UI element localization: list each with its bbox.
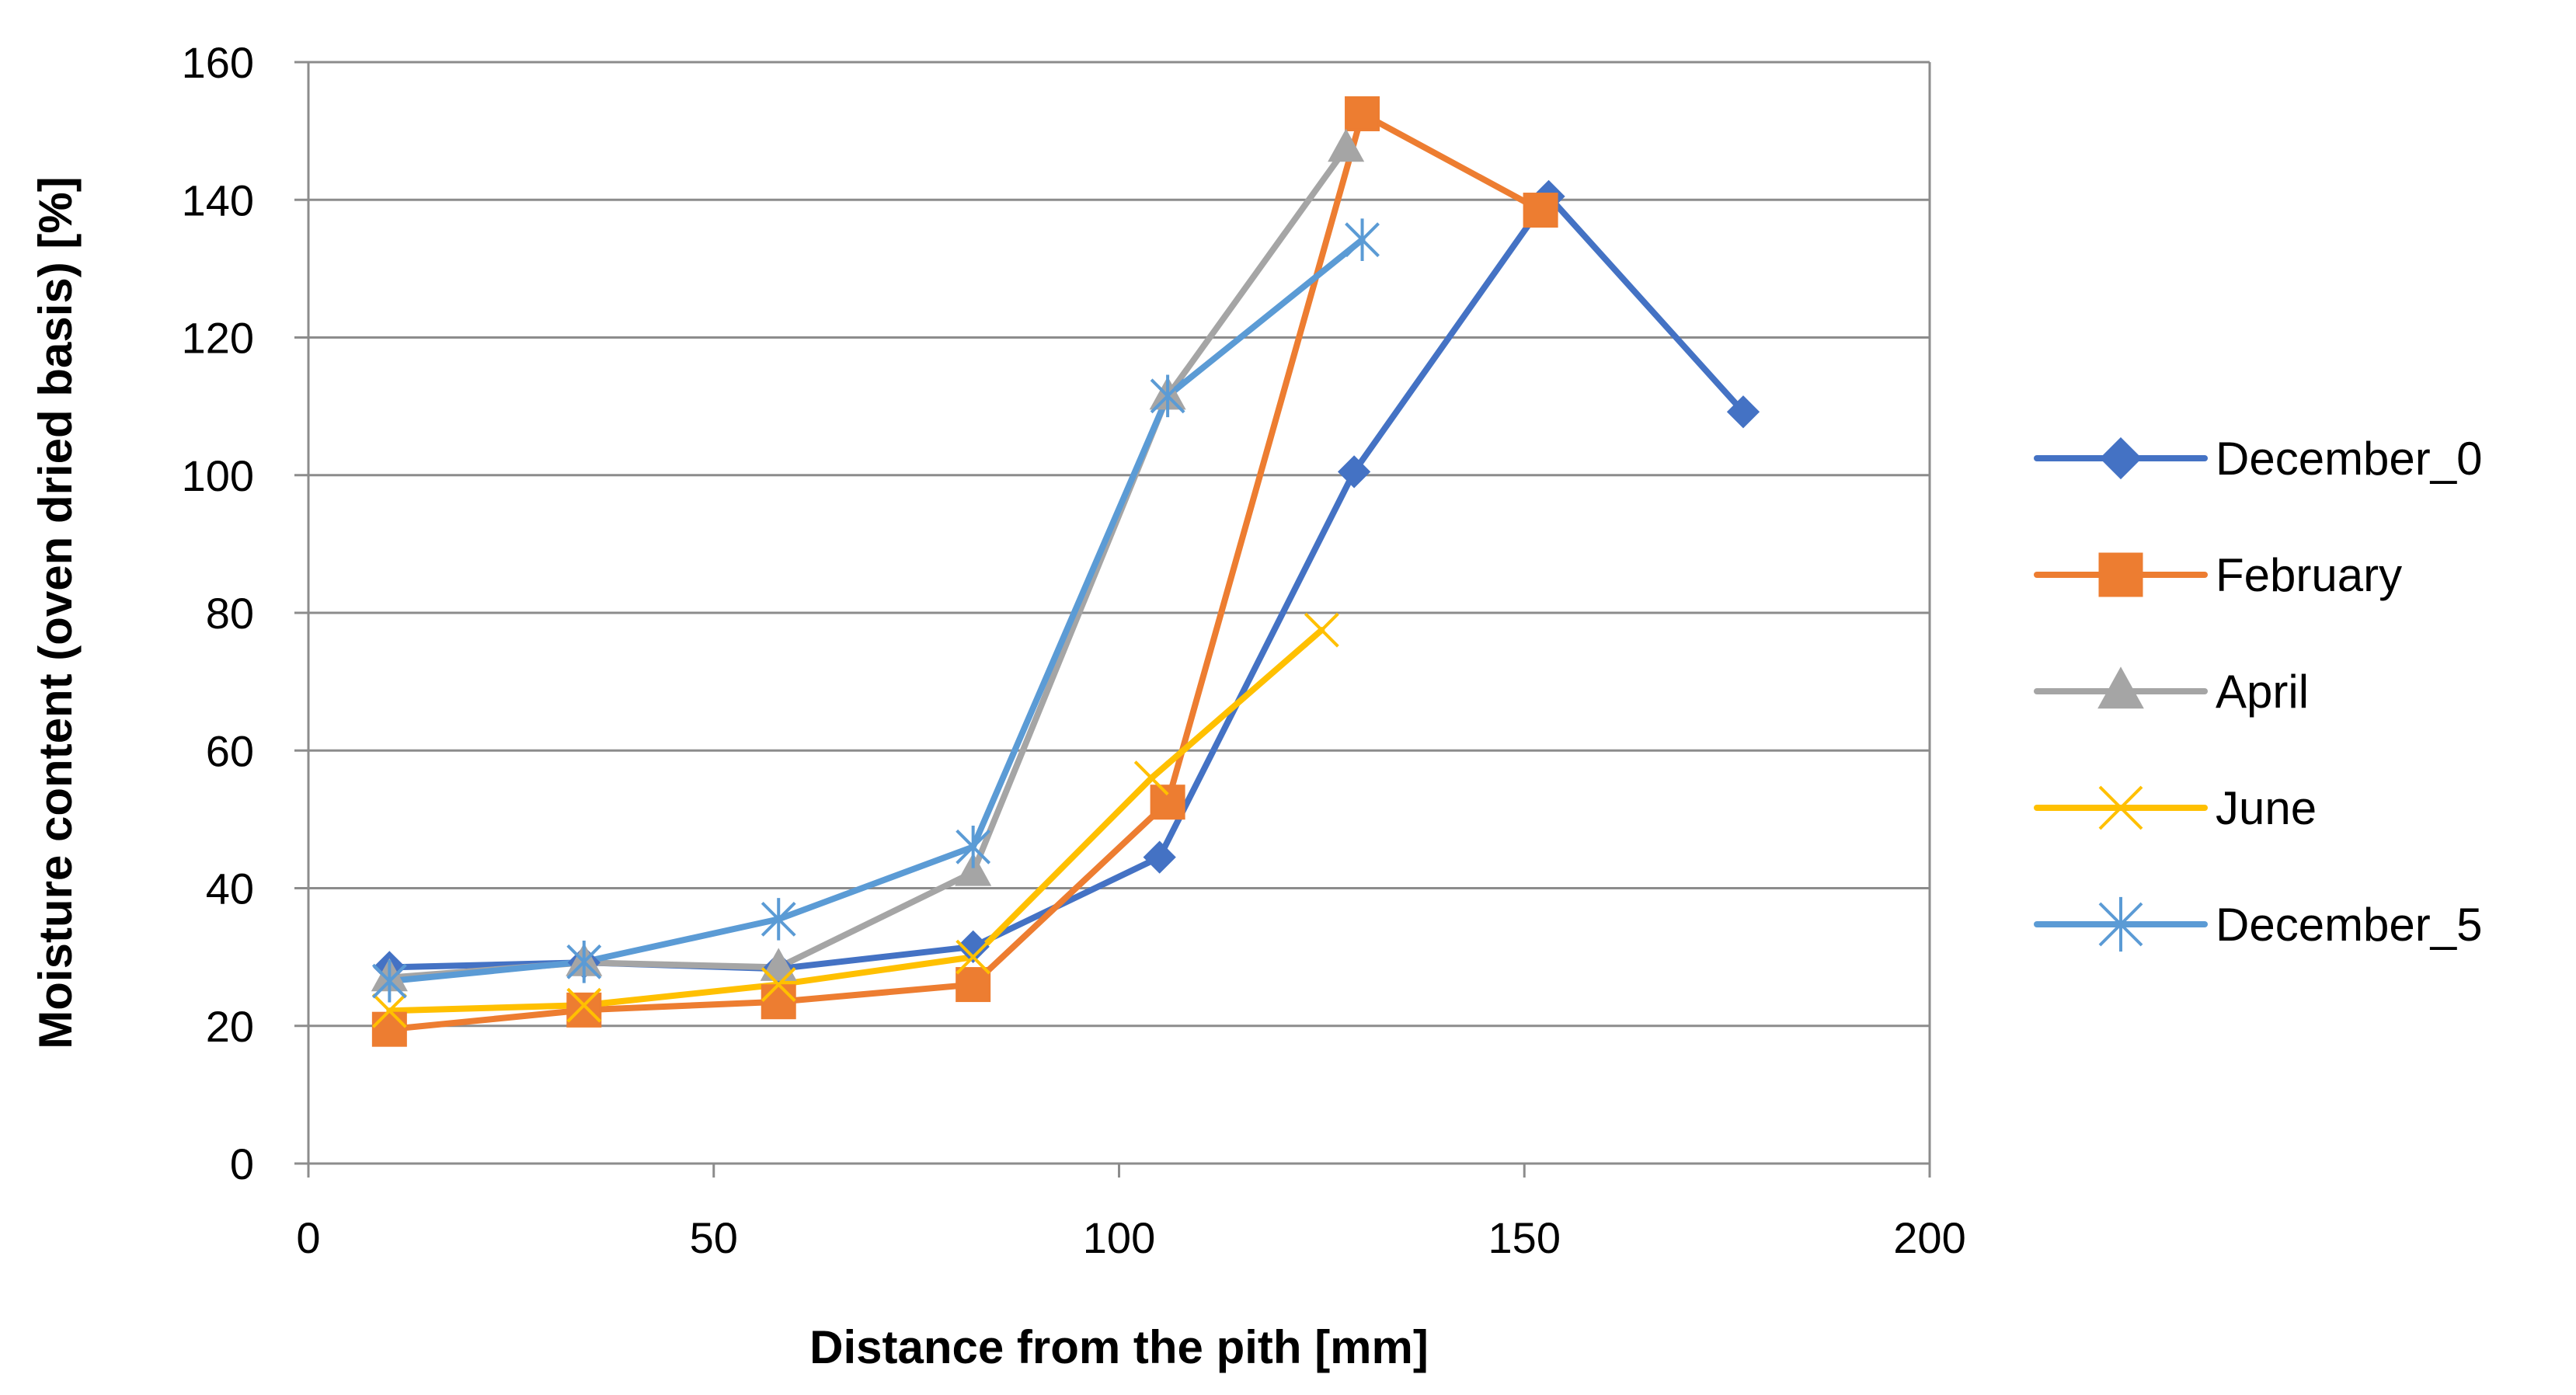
point-december-0-marker [1726, 395, 1760, 429]
legend-april-marker [2097, 666, 2144, 709]
point-february-marker [371, 1011, 407, 1047]
x-tick-label: 150 [1488, 1213, 1561, 1262]
point-december-5-marker [956, 826, 991, 868]
x-tick-label: 200 [1893, 1213, 1965, 1262]
point-december-5-marker [371, 959, 407, 1003]
point-december-0-marker [1143, 840, 1176, 874]
point-february-marker [956, 967, 991, 1003]
legend-december-0-marker [2099, 437, 2143, 480]
y-tick-label: 0 [230, 1139, 254, 1188]
y-tick-label: 80 [206, 589, 254, 638]
point-april-marker [1328, 128, 1365, 162]
legend-june-marker [2098, 785, 2143, 830]
x-axis-title: Distance from the pith [mm] [809, 1321, 1429, 1373]
y-tick-label: 160 [182, 38, 254, 87]
point-december-5-marker [1150, 374, 1185, 418]
axes [294, 61, 1931, 1178]
y-tick-label: 60 [206, 726, 254, 775]
point-february-marker [1345, 96, 1380, 131]
point-february-marker [1150, 784, 1185, 820]
point-june-marker [1133, 760, 1169, 796]
point-december-0-marker [956, 930, 990, 963]
x-tick-labels: 0 50 100 150 200 [296, 1213, 1965, 1262]
legend-item-february: February [2034, 549, 2402, 601]
point-december-5-marker [566, 941, 602, 983]
y-tick-label: 20 [206, 1002, 254, 1051]
legend-label-february: February [2216, 549, 2402, 601]
point-december-5-marker [761, 898, 796, 941]
point-february-marker [566, 992, 602, 1028]
series-markers [371, 96, 1760, 1047]
point-june-marker [566, 987, 602, 1023]
legend-label-december-5: December_5 [2216, 899, 2483, 951]
point-december-5-marker [1345, 218, 1380, 261]
point-february-marker [1523, 193, 1558, 228]
y-tick-label: 100 [182, 451, 254, 500]
x-tick-label: 50 [690, 1213, 738, 1262]
legend-label-december-0: December_0 [2216, 433, 2483, 485]
point-april-marker [760, 948, 797, 981]
series-line-june [386, 627, 1325, 1014]
gridlines [308, 61, 1931, 1164]
point-june-marker [1304, 612, 1339, 648]
x-tick-label: 0 [296, 1213, 320, 1262]
series-line-december-5 [386, 236, 1366, 985]
point-april-marker [955, 853, 992, 886]
y-tick-labels: 0 20 40 60 80 100 120 140 160 [182, 38, 254, 1188]
legend-february-marker [2098, 552, 2143, 597]
point-june-marker [761, 967, 796, 1002]
y-tick-label: 120 [182, 314, 254, 363]
point-june-marker [956, 939, 991, 975]
x-tick-label: 100 [1083, 1213, 1155, 1262]
legend-item-december-5: December_5 [2034, 896, 2483, 952]
y-axis-title: Moisture content (oven dried basis) [%] [30, 176, 82, 1049]
point-february-marker [761, 984, 796, 1020]
point-december-0-marker [1337, 455, 1371, 489]
legend-item-december-0: December_0 [2034, 433, 2483, 485]
legend-label-june: June [2216, 782, 2317, 834]
legend-item-june: June [2034, 782, 2317, 834]
legend-december-5-marker [2098, 896, 2143, 952]
point-june-marker [371, 993, 407, 1028]
legend: December_0 February April June December_5 [2034, 433, 2483, 952]
y-tick-label: 140 [182, 176, 254, 224]
y-tick-label: 40 [206, 864, 254, 913]
legend-label-april: April [2216, 666, 2309, 718]
legend-item-april: April [2034, 666, 2309, 718]
